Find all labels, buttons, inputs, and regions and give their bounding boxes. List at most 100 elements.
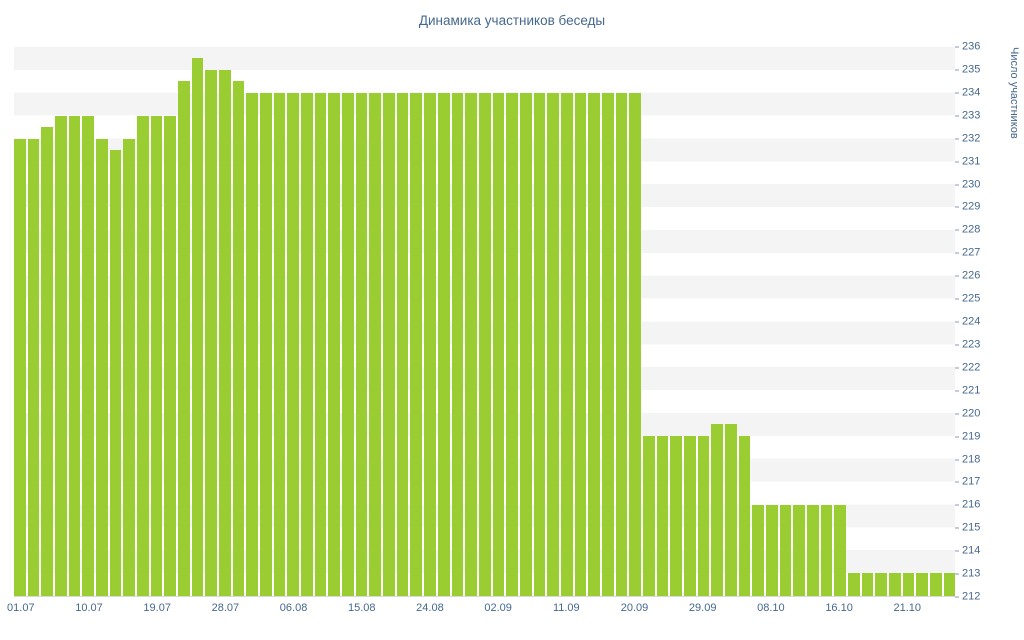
bar <box>164 115 177 596</box>
y-tick-mark <box>955 344 959 346</box>
bar <box>683 435 696 596</box>
bar <box>260 92 272 596</box>
y-tick: 221 <box>955 385 980 396</box>
bar <box>902 573 915 596</box>
bar <box>355 92 368 596</box>
y-tick: 227 <box>955 246 981 259</box>
bar <box>27 138 40 596</box>
y-tick-mark <box>955 550 959 552</box>
y-tick-label: 227 <box>962 246 981 259</box>
bar <box>930 573 942 596</box>
y-axis: 236 235 234 233 232 231 230 229 228 227 226 225 224 2… <box>955 41 995 602</box>
y-tick-mark <box>955 92 959 94</box>
y-tick-mark <box>955 115 959 117</box>
y-tick-label: 224 <box>962 315 981 328</box>
y-tick-mark <box>955 206 959 208</box>
bar <box>615 92 628 596</box>
y-tick-label: 226 <box>962 269 981 282</box>
bar <box>916 573 929 596</box>
y-tick: 236 <box>955 40 981 53</box>
y-tick: 219 <box>955 431 980 442</box>
bar <box>14 138 26 596</box>
bar <box>109 149 122 596</box>
x-tick-label: 02.09 <box>484 602 512 614</box>
bar <box>697 435 710 596</box>
y-tick: 225 <box>955 292 981 305</box>
y-tick-mark <box>955 46 959 48</box>
y-tick-label: 232 <box>962 132 981 145</box>
bar <box>301 92 313 596</box>
bar <box>560 92 573 596</box>
bar <box>889 573 901 596</box>
bar <box>68 115 81 596</box>
bar <box>806 504 819 596</box>
bar <box>137 115 149 596</box>
bar <box>123 138 136 596</box>
y-tick-mark <box>955 459 959 460</box>
bar <box>793 504 805 596</box>
y-tick-label: 216 <box>962 498 981 511</box>
y-tick: 213 <box>955 568 980 580</box>
y-tick-label: 234 <box>962 86 981 99</box>
y-tick-mark <box>955 252 959 254</box>
y-tick-mark <box>955 596 959 598</box>
bar <box>711 424 723 596</box>
x-tick-label: 01.07 <box>7 602 35 614</box>
y-tick: 220 <box>955 408 980 419</box>
y-tick-mark <box>955 321 959 323</box>
y-tick-mark <box>955 184 959 185</box>
bar <box>574 92 587 596</box>
y-tick-mark <box>955 504 959 506</box>
y-tick-label: 223 <box>962 338 981 351</box>
y-tick: 229 <box>955 201 980 213</box>
y-tick-label: 214 <box>962 544 981 557</box>
y-tick: 218 <box>955 454 980 465</box>
y-tick: 233 <box>955 110 980 121</box>
bar <box>506 92 518 596</box>
y-tick-label: 225 <box>962 292 981 305</box>
y-tick: 223 <box>955 339 980 350</box>
x-tick-label: 06.08 <box>279 602 308 614</box>
y-tick: 216 <box>955 498 981 511</box>
y-tick: 234 <box>955 87 980 98</box>
bar <box>943 573 956 596</box>
bar <box>478 92 491 596</box>
bar <box>369 92 382 596</box>
bar <box>246 92 259 596</box>
y-tick-label: 219 <box>962 430 981 443</box>
bar <box>601 92 614 596</box>
x-tick-label: 20.09 <box>620 602 649 614</box>
bar <box>861 573 874 596</box>
bar <box>287 92 300 596</box>
y-tick-label: 212 <box>962 590 981 603</box>
bar <box>670 435 682 596</box>
y-tick-mark <box>955 367 959 369</box>
x-tick-label: 10.07 <box>75 602 103 614</box>
y-tick-mark <box>955 138 959 140</box>
bar <box>410 92 423 596</box>
bar <box>629 92 641 596</box>
bar <box>533 92 546 596</box>
bar <box>834 504 846 596</box>
bar <box>55 115 67 596</box>
y-tick-label: 230 <box>962 178 981 190</box>
y-tick-mark <box>955 229 959 231</box>
x-tick-label: 16.10 <box>825 602 853 614</box>
x-tick-label: 11.09 <box>552 602 580 614</box>
bar <box>642 435 655 596</box>
y-tick: 231 <box>955 156 980 167</box>
x-tick-label: 24.08 <box>416 602 444 614</box>
bar <box>205 69 218 596</box>
y-tick-label: 220 <box>962 407 981 420</box>
y-tick-mark <box>955 481 959 483</box>
y-tick-mark <box>955 390 959 392</box>
y-tick-label: 221 <box>962 384 981 397</box>
y-tick-label: 228 <box>962 223 981 236</box>
x-tick-label: 19.07 <box>143 602 171 614</box>
bar <box>424 92 436 596</box>
bar <box>738 435 751 596</box>
y-tick: 215 <box>955 522 980 534</box>
chart-title: Динамика участников беседы <box>418 13 606 28</box>
y-tick-label: 236 <box>962 40 981 53</box>
